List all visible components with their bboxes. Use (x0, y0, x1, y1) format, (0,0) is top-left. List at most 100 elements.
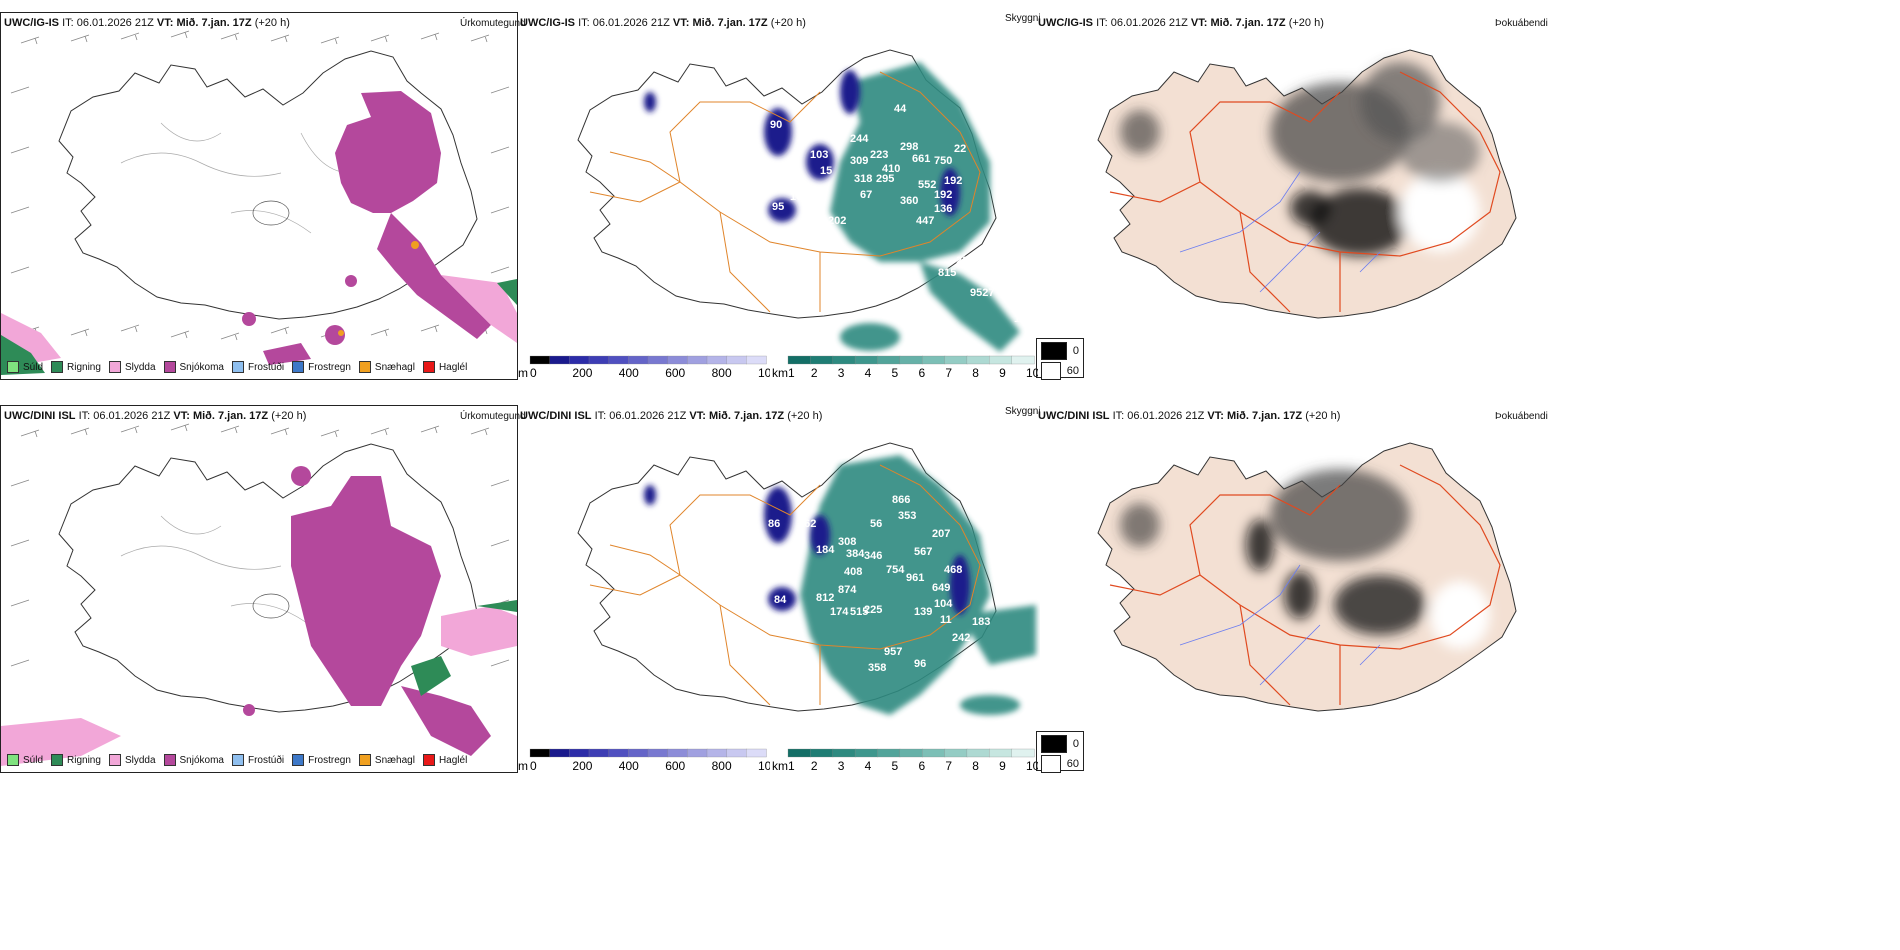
colorbar-tick-label: 8 (972, 759, 979, 772)
colorbar-tick-label: 1 (788, 759, 795, 772)
colorbar-segment (877, 355, 901, 365)
snow-area (243, 466, 491, 756)
legend-label: Slydda (124, 361, 156, 373)
colorbar-tick-label: 6 (918, 759, 925, 772)
cloud-base-value: 207 (932, 528, 950, 540)
cloud-base-value: 468 (944, 564, 962, 576)
fog-legend-label: 0 (1072, 345, 1079, 357)
colorbar-segment (529, 355, 551, 365)
legend-swatch (231, 754, 244, 766)
colorbar-segment (989, 355, 1013, 365)
cloud-base-value: 661 (912, 153, 930, 165)
cloud-base-value: 353 (898, 510, 916, 522)
colorbar-tick-label: 3 (838, 366, 845, 379)
cloud-base-value: 515 (850, 606, 868, 618)
colorbar-segment (810, 748, 834, 758)
colorbar-segment (549, 355, 570, 365)
colorbar-segment (608, 748, 629, 758)
low-cloud-spots (644, 485, 970, 615)
row2-precip-type-map (1, 423, 517, 766)
precip-number-labels: 90 103 15 309 223 410 318 295 661 750 55… (770, 103, 1032, 325)
cloud-base-value: 192 (934, 189, 952, 201)
cloud-base-value: 104 (934, 598, 953, 610)
legend-item: Frostregn (292, 754, 351, 766)
row2-precip-type-panel: Súld Rigning Slydda Snjókoma Frostúði Fr… (0, 405, 518, 773)
colorbar-segment (787, 748, 812, 758)
cloud-base-value: 358 (868, 662, 886, 674)
colorbar-segment (667, 748, 688, 758)
cloud-base-value: 10 (790, 191, 802, 203)
colorbar-segment (628, 748, 649, 758)
legend-item: Snæhagl (358, 361, 415, 373)
cloud-base-value: 318 (854, 173, 872, 185)
legend-label: Rigning (67, 754, 101, 766)
colorbar-segment (569, 355, 590, 365)
colorbar-segment (588, 748, 610, 758)
legend-label: Snjókoma (179, 361, 224, 373)
fog-legend-item: 60 (1041, 361, 1079, 381)
cloud-base-value: 295 (876, 173, 894, 185)
legend-item: Súld (7, 754, 43, 766)
cloud-base-value: 84 (774, 594, 787, 606)
cloud-base-value: 298 (900, 141, 918, 153)
colorbar-unit: km (772, 759, 788, 772)
fog-legend-swatch (1041, 755, 1061, 773)
colorbar-unit: m (518, 759, 528, 772)
fog-legend-swatch (1041, 362, 1061, 380)
colorbar-tick-label: 2 (811, 366, 818, 379)
cloud-base-value: 192 (944, 175, 962, 187)
colorbar-tick-label: 1000 (758, 759, 770, 772)
cloud-base-value: 118 (1014, 313, 1032, 325)
cloud-base-value: 961 (906, 572, 924, 584)
colorbar-tick-label: 0 (530, 759, 537, 772)
colorbar-segment (746, 748, 767, 758)
colorbar-tick-label: 8 (972, 366, 979, 379)
fog-legend-swatch (1041, 735, 1067, 753)
colorbar-tick-label: 600 (665, 366, 685, 379)
cloud-base-value: 812 (816, 592, 834, 604)
colorbar-tick-label: 600 (665, 759, 685, 772)
legend-label: Snæhagl (374, 361, 415, 373)
colorbar-segment (899, 748, 923, 758)
colorbar-segment (922, 355, 946, 365)
legend-label: Súld (23, 361, 44, 373)
colorbar-tick-label: 200 (572, 366, 592, 379)
colorbar-segment (966, 748, 990, 758)
row1-cloud-type-label: Skyggni (1005, 13, 1041, 24)
colorbar-segment (1011, 355, 1035, 365)
cloud-base-value: 162 (798, 518, 816, 530)
cloud-base-value: 95 (772, 201, 784, 213)
legend-item: Frostregn (292, 361, 351, 373)
colorbar-tick-label: 400 (619, 366, 639, 379)
sleet-area (1, 606, 517, 766)
colorbar-segment (647, 748, 669, 758)
cloud-base-value: 567 (914, 546, 932, 558)
colorbar-segment (989, 748, 1013, 758)
cloud-base-value: 815 (938, 267, 956, 279)
legend-swatch (51, 754, 64, 766)
cloud-base-value: 174 (830, 606, 849, 618)
roads (589, 464, 981, 706)
cloud-base-value: 384 (846, 548, 865, 560)
cloud-base-value: 44 (894, 103, 907, 115)
fog-roads (1109, 71, 1501, 313)
legend-swatch (108, 361, 121, 373)
row1-cloud-panel: 90 103 15 309 223 410 318 295 661 750 55… (520, 12, 1040, 380)
colorbar-segment (944, 748, 968, 758)
cloud-base-value: 90 (770, 119, 782, 131)
fog-legend-swatch (1041, 342, 1067, 360)
cloud-base-value: 96 (914, 658, 926, 670)
legend-swatch (7, 754, 19, 766)
cloud-base-value: 231 (956, 255, 974, 267)
fog-legend-item: 60 (1041, 754, 1079, 774)
colorbar-tick-label: 800 (712, 366, 732, 379)
colorbar-tick-label: 5 (892, 759, 899, 772)
row1-fog-map (1097, 49, 1517, 319)
legend-item: Snjókoma (163, 754, 224, 766)
cloud-base-value: 346 (864, 550, 882, 562)
fog-legend-label: 60 (1066, 365, 1079, 377)
cloud-base-value: 750 (934, 155, 952, 167)
row2-cloud-title: UWC/DINI ISL IT: 06.01.2026 21Z VT: Mið.… (520, 410, 823, 422)
legend-swatch (358, 754, 371, 766)
row2-vis-colorbar: km 1 2 3 4 5 6 7 8 9 10 (772, 748, 1038, 772)
